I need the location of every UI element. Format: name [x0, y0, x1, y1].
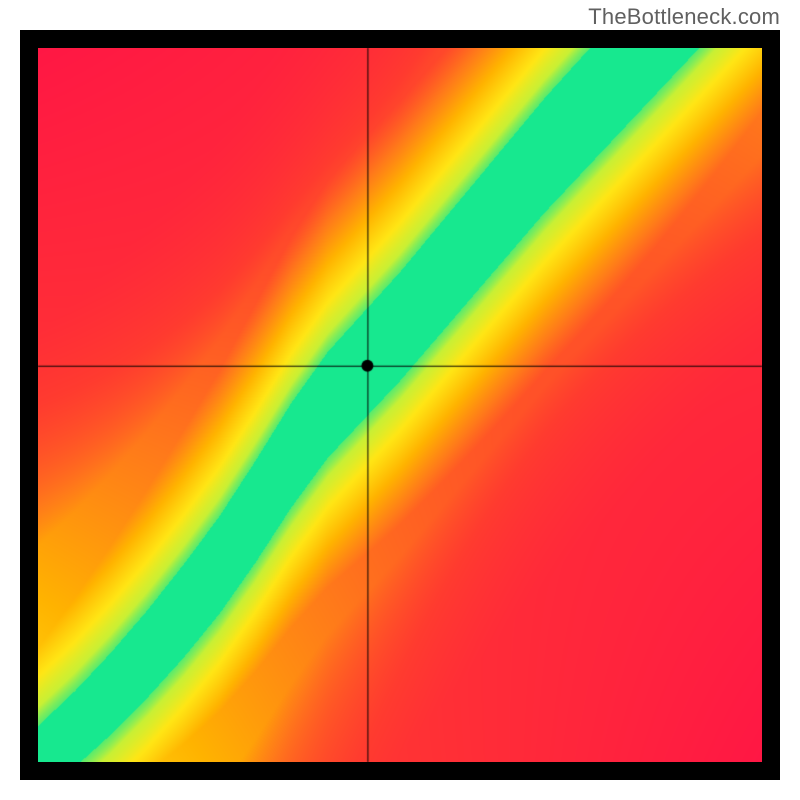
- plot-area: [20, 30, 780, 780]
- watermark-text: TheBottleneck.com: [588, 4, 780, 30]
- overlay-canvas: [20, 30, 780, 780]
- chart-container: TheBottleneck.com: [0, 0, 800, 800]
